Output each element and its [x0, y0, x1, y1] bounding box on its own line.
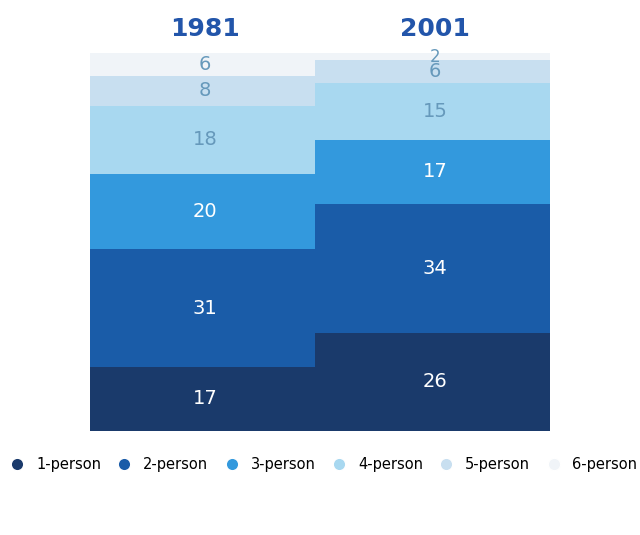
Text: 2001: 2001: [400, 18, 470, 42]
Bar: [86, 75, 324, 106]
Bar: [86, 366, 324, 431]
Text: 6: 6: [429, 62, 441, 81]
Text: 17: 17: [422, 163, 447, 181]
Bar: [316, 83, 554, 140]
Bar: [316, 60, 554, 83]
Bar: [86, 249, 324, 366]
Text: 6: 6: [199, 55, 211, 74]
Bar: [316, 204, 554, 333]
Bar: [316, 140, 554, 204]
Text: 20: 20: [193, 202, 218, 221]
Bar: [316, 333, 554, 431]
Text: 8: 8: [199, 81, 211, 100]
Text: 2: 2: [429, 48, 440, 66]
Text: 15: 15: [422, 102, 447, 121]
Text: 18: 18: [193, 131, 218, 149]
Text: 26: 26: [422, 372, 447, 391]
Text: 34: 34: [422, 259, 447, 278]
Bar: [86, 53, 324, 75]
Text: 31: 31: [193, 299, 218, 318]
Text: 17: 17: [193, 389, 218, 408]
Text: 1981: 1981: [170, 18, 240, 42]
Bar: [86, 174, 324, 249]
Bar: [86, 106, 324, 174]
Legend: 1-person, 2-person, 3-person, 4-person, 5-person, 6-person: 1-person, 2-person, 3-person, 4-person, …: [0, 451, 640, 478]
Bar: [316, 53, 554, 60]
